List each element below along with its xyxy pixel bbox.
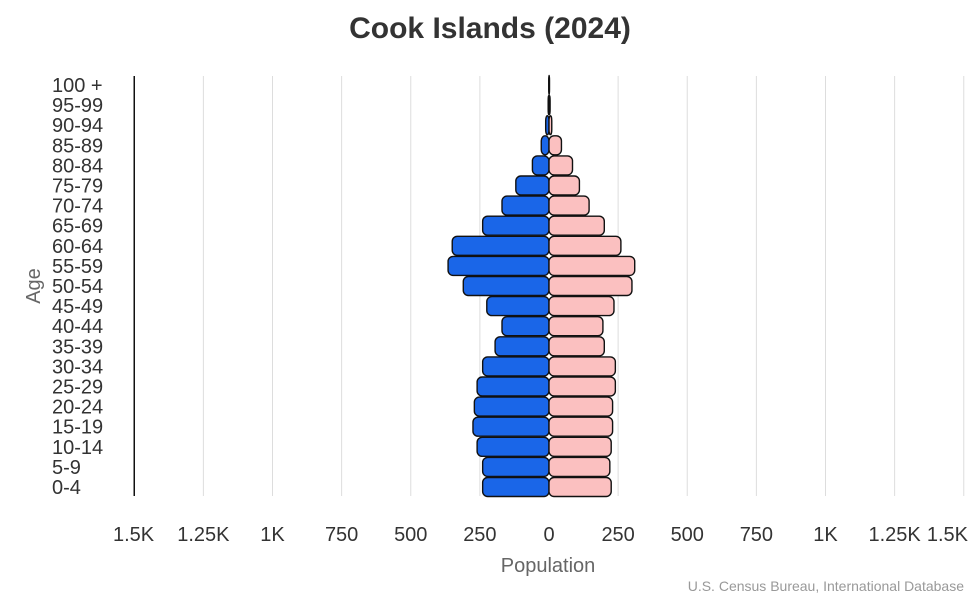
x-tick-label: 1.25K xyxy=(868,524,921,546)
x-tick-label: 750 xyxy=(325,524,358,546)
bars xyxy=(447,74,636,498)
bar-right-100 xyxy=(548,74,551,96)
age-label: 35-39 xyxy=(52,336,103,358)
age-label: 20-24 xyxy=(52,397,103,419)
x-tick-label: 1.25K xyxy=(177,524,230,546)
bar-right-10-14 xyxy=(548,436,612,457)
x-tick-label: 0 xyxy=(543,524,554,546)
bar-left-35-39 xyxy=(494,336,550,357)
x-tick-labels: 1.5K 1.25K 1K 750 500 250 0 250 500 750 1K 1.25K 1.5… xyxy=(113,524,969,546)
bar-left-60-64 xyxy=(451,235,550,257)
bar-left-10-14 xyxy=(476,436,550,457)
grid-lines xyxy=(202,76,965,496)
x-tick-label: 1K xyxy=(260,524,285,546)
bar-right-85-89 xyxy=(548,135,563,156)
age-label: 10-14 xyxy=(52,437,103,459)
bar-left-5-9 xyxy=(481,456,550,478)
age-label: 60-64 xyxy=(52,236,103,258)
age-label: 15-19 xyxy=(52,417,103,439)
x-tick-label: 500 xyxy=(671,524,704,546)
x-axis-title: Population xyxy=(501,555,596,577)
bar-right-95-99 xyxy=(548,94,551,116)
bar-left-40-44 xyxy=(501,316,550,337)
bar-right-25-29 xyxy=(548,376,617,397)
age-label: 65-69 xyxy=(52,216,103,238)
chart-title: Cook Islands (2024) xyxy=(349,12,631,45)
bar-left-75-79 xyxy=(515,175,550,196)
x-tick-label: 1K xyxy=(813,524,838,546)
bar-left-80-84 xyxy=(531,155,550,176)
bar-right-40-44 xyxy=(548,316,604,337)
bar-left-25-29 xyxy=(476,376,550,397)
age-label: 50-54 xyxy=(52,276,103,298)
bar-right-80-84 xyxy=(548,155,574,176)
bar-right-50-54 xyxy=(548,275,633,297)
age-label: 70-74 xyxy=(52,196,103,218)
bar-right-75-79 xyxy=(548,175,581,196)
bar-right-90-94 xyxy=(548,114,553,136)
age-label: 80-84 xyxy=(52,155,103,177)
age-label: 55-59 xyxy=(52,256,103,278)
age-label: 45-49 xyxy=(52,296,103,318)
bar-left-20-24 xyxy=(473,396,550,417)
bar-left-55-59 xyxy=(447,255,550,277)
bar-left-15-19 xyxy=(472,416,550,437)
bar-right-30-34 xyxy=(548,356,617,377)
age-label: 100 + xyxy=(52,75,103,97)
x-tick-label: 500 xyxy=(394,524,427,546)
bar-left-45-49 xyxy=(486,295,550,317)
bar-right-20-24 xyxy=(548,396,614,417)
age-label: 95-99 xyxy=(52,95,103,117)
age-label: 30-34 xyxy=(52,356,103,378)
age-label: 5-9 xyxy=(52,457,81,479)
age-label: 75-79 xyxy=(52,176,103,198)
x-tick-label: 250 xyxy=(463,524,496,546)
y-axis-title: Age xyxy=(23,268,45,304)
bar-right-35-39 xyxy=(548,336,605,357)
bar-right-55-59 xyxy=(548,255,636,277)
age-labels: 0-45-910-1415-1920-2425-2930-3435-3940-4… xyxy=(52,75,103,499)
bar-left-65-69 xyxy=(481,215,550,236)
x-tick-label: 250 xyxy=(601,524,634,546)
bar-right-45-49 xyxy=(548,295,615,317)
bar-right-5-9 xyxy=(548,456,611,478)
age-label: 85-89 xyxy=(52,135,103,157)
bar-left-85-89 xyxy=(540,135,550,156)
bar-left-0-4 xyxy=(481,476,550,498)
age-label: 40-44 xyxy=(52,316,103,338)
age-label: 90-94 xyxy=(52,115,103,137)
x-tick-label: 750 xyxy=(740,524,773,546)
age-label: 25-29 xyxy=(52,377,103,399)
bar-left-70-74 xyxy=(501,195,550,216)
age-label: 0-4 xyxy=(52,477,81,499)
bar-left-30-34 xyxy=(481,356,550,377)
bar-right-65-69 xyxy=(548,215,605,236)
bar-right-0-4 xyxy=(548,476,612,498)
bar-left-50-54 xyxy=(462,275,550,297)
bar-right-60-64 xyxy=(548,235,622,257)
source-credit: U.S. Census Bureau, International Databa… xyxy=(687,578,964,594)
x-tick-label: 1.5K xyxy=(927,524,969,546)
bar-right-15-19 xyxy=(548,416,614,437)
x-tick-label: 1.5K xyxy=(113,524,155,546)
bar-right-70-74 xyxy=(548,195,590,216)
